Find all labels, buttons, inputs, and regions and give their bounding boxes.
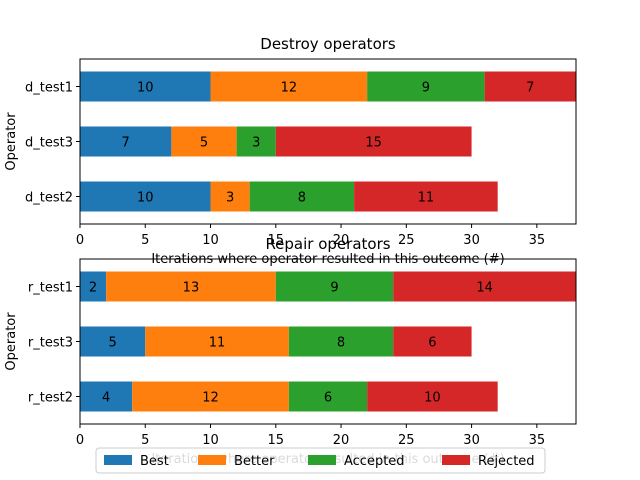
destroy-xtick-label-10: 10 <box>202 233 219 248</box>
repair-data-label-r_test2-better: 12 <box>202 391 219 406</box>
destroy-data-label-d_test2-better: 3 <box>226 191 234 206</box>
destroy-data-label-d_test2-rejected: 11 <box>418 191 435 206</box>
repair-data-label-r_test1-rejected: 14 <box>476 281 493 296</box>
destroy-xtick-label-15: 15 <box>268 233 285 248</box>
destroy-axes-frame <box>79 58 577 225</box>
legend-label-accepted: Accepted <box>344 454 405 469</box>
repair-xtick-label-5: 5 <box>141 433 149 448</box>
repair-xtick-label-30: 30 <box>463 433 480 448</box>
destroy-bar-d_test2-rejected <box>354 181 498 212</box>
legend-label-best: Best <box>140 454 169 469</box>
destroy-data-label-d_test1-rejected: 7 <box>526 81 534 96</box>
destroy-data-label-d_test3-rejected: 15 <box>365 136 382 151</box>
legend-label-rejected: Rejected <box>478 454 535 469</box>
destroy-bar-d_test1-accepted <box>367 71 485 102</box>
legend-swatch-best <box>104 455 132 465</box>
destroy-data-label-d_test3-best: 7 <box>122 136 130 151</box>
destroy-data-label-d_test1-best: 10 <box>137 81 154 96</box>
repair-data-label-r_test1-best: 2 <box>89 281 97 296</box>
repair-data-label-r_test3-better: 11 <box>209 336 226 351</box>
destroy-title: Destroy operators <box>260 35 396 53</box>
destroy-ytick-label-d_test2: d_test2 <box>25 191 73 206</box>
legend-label-better: Better <box>234 454 275 469</box>
destroy-xtick-label-35: 35 <box>529 233 546 248</box>
repair-xtick-label-25: 25 <box>398 433 415 448</box>
repair-bar-r_test2-rejected <box>367 381 498 412</box>
repair-data-label-r_test1-accepted: 9 <box>330 281 338 296</box>
legend-swatch-accepted <box>308 455 336 465</box>
destroy-bar-d_test3-better <box>171 126 237 157</box>
repair-bar-r_test3-accepted <box>288 326 394 357</box>
destroy-bar-d_test1-rejected <box>484 71 576 102</box>
repair-ytick-label-r_test2: r_test2 <box>28 391 73 406</box>
repair-bar-r_test1-better <box>106 271 276 302</box>
repair-data-label-r_test1-better: 13 <box>183 281 200 296</box>
legend-swatch-better <box>198 455 226 465</box>
repair-ytick-label-r_test1: r_test1 <box>28 281 73 296</box>
legend-swatch-rejected <box>442 455 470 465</box>
destroy-ytick-label-d_test3: d_test3 <box>25 136 73 151</box>
repair-bar-r_test3-better <box>145 326 289 357</box>
destroy-xtick-label-0: 0 <box>76 233 84 248</box>
destroy-bar-d_test1-best <box>80 71 211 102</box>
repair-xtick-label-35: 35 <box>529 433 546 448</box>
repair-data-label-r_test3-best: 5 <box>108 336 116 351</box>
repair-bar-r_test3-rejected <box>393 326 472 357</box>
destroy-data-label-d_test3-better: 5 <box>200 136 208 151</box>
destroy-xtick-label-20: 20 <box>333 233 350 248</box>
destroy-data-label-d_test3-accepted: 3 <box>252 136 260 151</box>
destroy-bar-d_test2-best <box>80 181 211 212</box>
destroy-data-label-d_test2-accepted: 8 <box>298 191 306 206</box>
destroy-bar-d_test2-better <box>210 181 250 212</box>
destroy-bar-d_test3-rejected <box>275 126 472 157</box>
repair-bar-r_test1-rejected <box>393 271 576 302</box>
destroy-bar-d_test1-better <box>210 71 368 102</box>
repair-bar-r_test1-best <box>80 271 107 302</box>
destroy-data-label-d_test1-better: 12 <box>281 81 298 96</box>
repair-bar-r_test2-better <box>132 381 289 412</box>
repair-xtick-label-0: 0 <box>76 433 84 448</box>
repair-xtick-label-10: 10 <box>202 433 219 448</box>
repair-xtick-label-15: 15 <box>268 433 285 448</box>
destroy-xtick-label-30: 30 <box>463 233 480 248</box>
repair-data-label-r_test3-accepted: 8 <box>337 336 345 351</box>
destroy-data-label-d_test2-best: 10 <box>137 191 154 206</box>
repair-bar-r_test3-best <box>80 326 146 357</box>
repair-xtick-label-20: 20 <box>333 433 350 448</box>
repair-data-label-r_test2-rejected: 10 <box>424 391 441 406</box>
repair-axes-frame <box>79 258 577 425</box>
destroy-y-axis-label: Operator <box>4 112 19 171</box>
destroy-ytick-label-d_test1: d_test1 <box>25 81 73 96</box>
repair-data-label-r_test2-accepted: 6 <box>324 391 332 406</box>
repair-bar-r_test1-accepted <box>275 271 394 302</box>
destroy-bar-d_test2-accepted <box>249 181 355 212</box>
repair-y-axis-label: Operator <box>4 312 19 371</box>
repair-title: Repair operators <box>265 235 390 253</box>
destroy-data-label-d_test1-accepted: 9 <box>422 81 430 96</box>
repair-data-label-r_test2-best: 4 <box>102 391 110 406</box>
destroy-xtick-label-5: 5 <box>141 233 149 248</box>
repair-ytick-label-r_test3: r_test3 <box>28 336 73 351</box>
destroy-bar-d_test3-best <box>80 126 172 157</box>
repair-bar-r_test2-accepted <box>288 381 368 412</box>
repair-data-label-r_test3-rejected: 6 <box>428 336 436 351</box>
destroy-bar-d_test3-accepted <box>236 126 276 157</box>
repair-bar-r_test2-best <box>80 381 133 412</box>
destroy-xtick-label-25: 25 <box>398 233 415 248</box>
